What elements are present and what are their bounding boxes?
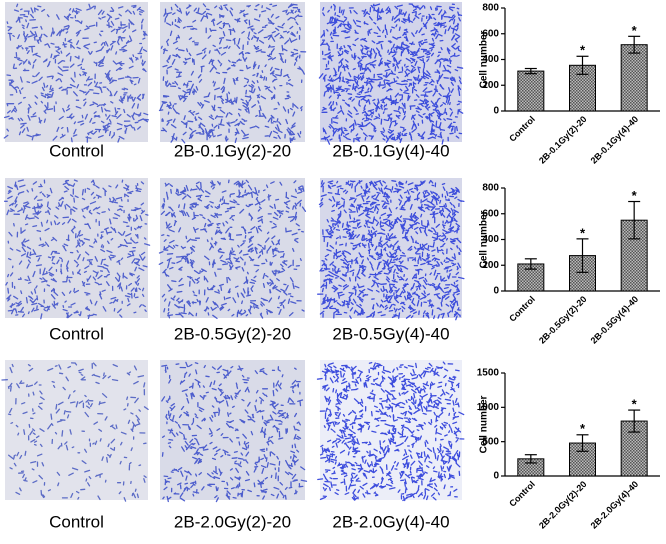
x-tick-label: Control	[507, 294, 537, 324]
x-tick-label: 2B-0.5Gy(4)-40	[589, 294, 641, 346]
y-tick-label: 200	[482, 80, 499, 91]
y-tick-label: 600	[482, 28, 499, 39]
y-tick-label: 0	[493, 286, 499, 297]
cell-specks	[161, 361, 308, 503]
bar	[517, 70, 545, 112]
significance-marker: *	[580, 421, 586, 436]
x-tick-label: 2B-2.0Gy(4)-40	[589, 479, 641, 531]
y-tick-label: 400	[482, 234, 499, 245]
x-tick-label: 2B-0.1Gy(4)-40	[589, 114, 641, 166]
image-label: 2B-0.5Gy(2)-20	[174, 324, 291, 343]
y-tick-label: 800	[482, 183, 499, 194]
image-label: 2B-0.1Gy(2)-20	[174, 141, 291, 160]
significance-marker: *	[580, 225, 586, 240]
cell-specks	[316, 361, 465, 502]
y-tick-label: 600	[482, 208, 499, 219]
image-label: 2B-0.5Gy(4)-40	[332, 324, 449, 343]
significance-marker: *	[632, 188, 638, 203]
cell-specks	[3, 179, 151, 320]
cell-specks	[158, 3, 307, 144]
y-tick-label: 1500	[477, 368, 500, 379]
x-tick-label: Control	[507, 479, 537, 509]
y-tick-label: 800	[482, 3, 499, 14]
y-tick-label: 500	[482, 436, 499, 447]
cell-specks	[317, 179, 465, 321]
y-tick-label: 1000	[477, 402, 500, 413]
y-axis-label: Cell number	[479, 396, 490, 454]
micrograph	[320, 178, 462, 318]
significance-marker: *	[632, 397, 638, 412]
image-label: 2B-2.0Gy(4)-40	[332, 512, 449, 531]
image-label: Control	[49, 141, 104, 160]
y-tick-label: 400	[482, 54, 499, 65]
image-label: Control	[49, 512, 104, 531]
cell-specks	[158, 179, 307, 320]
y-axis-label: Cell number	[479, 31, 490, 89]
x-tick-label: 2B-2.0Gy(2)-20	[537, 479, 589, 531]
cell-specks	[1, 362, 149, 502]
cell-specks	[3, 3, 149, 143]
significance-marker: *	[632, 23, 638, 38]
y-tick-label: 0	[493, 106, 499, 117]
y-tick-label: 0	[493, 471, 499, 482]
micrograph	[5, 178, 148, 318]
y-tick-label: 200	[482, 260, 499, 271]
x-tick-label: Control	[507, 114, 537, 144]
significance-marker: *	[580, 43, 586, 58]
bar	[620, 44, 648, 112]
image-label: 2B-0.1Gy(4)-40	[332, 141, 449, 160]
y-axis-label: Cell number	[479, 211, 490, 269]
image-label: 2B-2.0Gy(2)-20	[174, 512, 291, 531]
x-tick-label: 2B-0.1Gy(2)-20	[537, 114, 589, 166]
image-label: Control	[49, 324, 104, 343]
micrograph	[5, 360, 148, 500]
cell-specks	[318, 3, 464, 145]
x-tick-label: 2B-0.5Gy(2)-20	[537, 294, 589, 346]
